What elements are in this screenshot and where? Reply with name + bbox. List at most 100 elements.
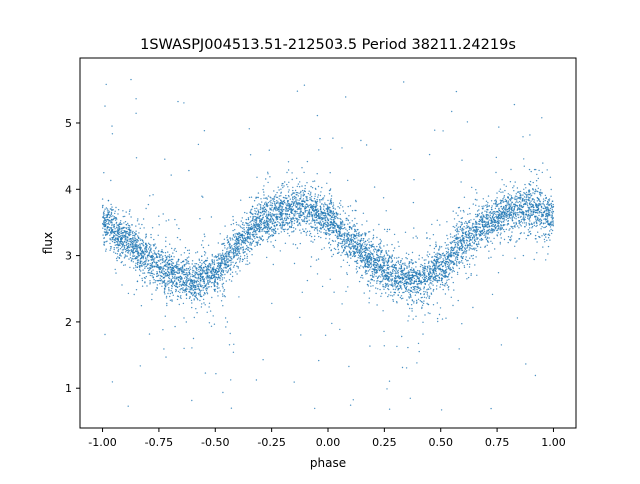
data-point xyxy=(265,178,267,180)
data-point xyxy=(503,184,505,186)
data-point xyxy=(208,275,211,277)
data-point xyxy=(464,240,466,242)
data-point xyxy=(219,268,221,270)
data-point xyxy=(119,221,122,224)
data-point xyxy=(479,219,482,221)
data-point xyxy=(550,216,552,219)
data-point xyxy=(361,254,363,256)
data-point xyxy=(400,266,403,268)
data-point xyxy=(304,185,306,187)
data-point xyxy=(128,240,130,243)
data-point xyxy=(282,200,285,202)
data-point xyxy=(229,244,231,246)
data-point xyxy=(134,255,136,257)
data-point xyxy=(466,278,468,280)
data-point xyxy=(199,292,201,294)
data-point xyxy=(131,224,133,226)
data-point xyxy=(267,173,269,175)
data-point xyxy=(451,276,453,279)
data-point xyxy=(178,264,180,266)
data-point xyxy=(519,211,522,214)
data-point xyxy=(175,271,177,273)
data-point xyxy=(275,219,278,221)
data-point xyxy=(284,181,286,183)
data-point xyxy=(341,245,343,247)
data-point xyxy=(197,264,200,266)
data-point xyxy=(356,265,358,268)
data-point xyxy=(104,105,106,107)
data-point xyxy=(266,232,269,234)
data-point xyxy=(468,228,471,230)
data-point xyxy=(245,263,247,265)
data-point xyxy=(306,230,309,233)
data-point xyxy=(288,221,291,224)
data-point xyxy=(414,289,416,291)
data-point xyxy=(355,200,357,203)
data-point xyxy=(261,201,263,203)
data-point xyxy=(496,229,498,232)
data-point xyxy=(452,240,455,242)
data-point xyxy=(427,295,429,297)
data-point xyxy=(422,269,424,271)
data-point xyxy=(534,374,537,377)
data-point xyxy=(213,323,216,325)
data-point xyxy=(166,266,168,268)
data-point xyxy=(456,249,458,252)
data-point xyxy=(455,258,457,260)
data-point xyxy=(146,256,149,258)
data-point xyxy=(295,201,298,203)
data-point xyxy=(485,235,487,237)
data-point xyxy=(148,248,150,250)
data-point xyxy=(366,266,368,268)
data-point xyxy=(356,259,359,262)
data-point xyxy=(360,265,362,267)
data-point xyxy=(317,196,319,198)
data-point xyxy=(404,262,406,264)
data-point xyxy=(466,263,469,266)
data-point xyxy=(159,272,161,274)
data-point xyxy=(370,262,372,264)
data-point xyxy=(174,325,176,328)
data-point xyxy=(465,227,467,229)
data-point xyxy=(516,317,519,319)
data-point xyxy=(357,254,360,256)
data-point xyxy=(527,211,530,213)
data-point xyxy=(199,282,201,284)
data-point xyxy=(346,252,348,255)
data-point xyxy=(396,280,399,282)
data-point xyxy=(114,212,116,215)
data-point xyxy=(278,198,280,200)
data-point xyxy=(234,246,236,249)
data-point xyxy=(447,253,450,255)
data-point xyxy=(266,222,268,224)
data-point xyxy=(329,188,332,190)
data-point xyxy=(296,185,298,188)
data-point xyxy=(475,223,478,225)
data-point xyxy=(284,228,286,230)
data-point xyxy=(315,219,318,221)
data-point xyxy=(226,248,228,250)
data-point xyxy=(349,404,352,406)
data-point xyxy=(447,289,450,291)
data-point xyxy=(431,223,433,226)
data-point xyxy=(529,193,532,195)
data-point xyxy=(299,229,301,231)
data-point xyxy=(162,280,165,282)
data-point xyxy=(388,380,391,382)
data-point xyxy=(214,281,217,283)
data-point xyxy=(320,191,322,193)
data-point xyxy=(103,210,106,212)
data-point xyxy=(461,223,463,225)
data-point xyxy=(401,281,404,284)
data-point xyxy=(471,225,474,227)
data-point xyxy=(287,202,289,204)
data-point xyxy=(379,288,381,291)
data-point xyxy=(128,213,130,215)
data-point xyxy=(170,174,172,176)
data-point xyxy=(467,233,469,235)
data-point xyxy=(479,246,482,248)
data-point xyxy=(231,245,233,247)
data-point xyxy=(466,121,469,123)
data-point xyxy=(530,214,533,217)
data-point xyxy=(306,279,309,282)
